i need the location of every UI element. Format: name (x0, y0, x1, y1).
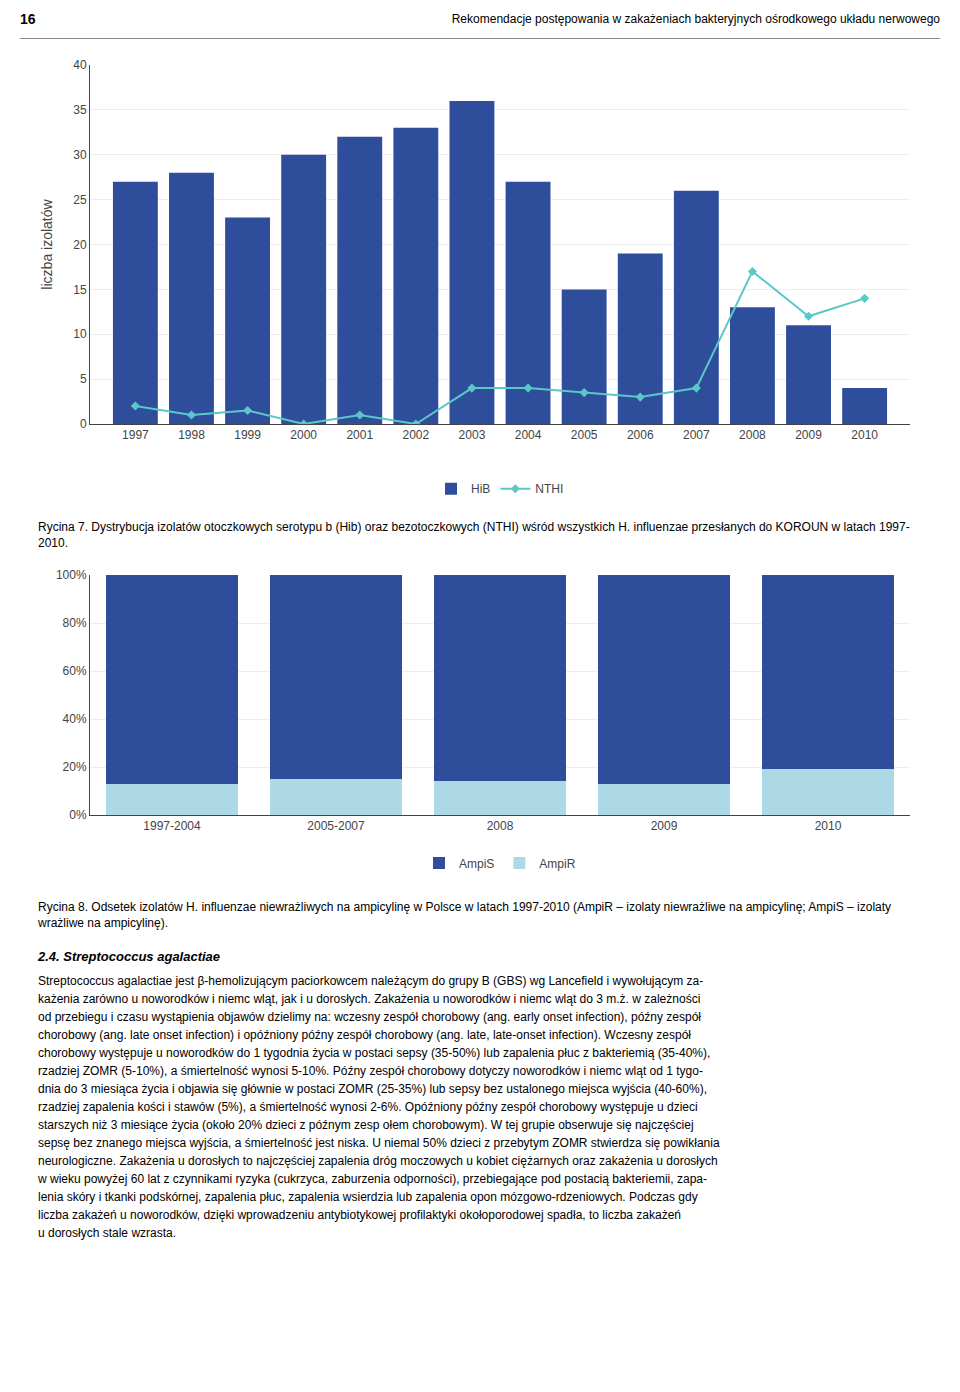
svg-text:2004: 2004 (515, 428, 542, 442)
svg-text:15: 15 (73, 283, 87, 297)
html-text:w wieku powyżej 60 lat z czynn: w wieku powyżej 60 lat z czynnikami ryzy… (38, 1172, 707, 1186)
html-text:sepsę bez znanego miejsca wyjś: sepsę bez znanego miejsca wyjścia, a śmi… (38, 1136, 720, 1150)
html-text:każenia zarówno u noworodków i: każenia zarówno u noworodków i niemc wlą… (38, 992, 701, 1006)
html-text:neurologiczne. Zakażenia u dor: neurologiczne. Zakażenia u dorosłych to … (38, 1154, 718, 1168)
svg-text:0: 0 (80, 417, 87, 431)
svg-text:1999: 1999 (234, 428, 261, 442)
svg-text:40%: 40% (63, 712, 87, 726)
html-text:starszych niż 3 miesiące życia: starszych niż 3 miesiące życia (około 20… (38, 1118, 694, 1132)
svg-text:2005: 2005 (571, 428, 598, 442)
svg-text:20%: 20% (63, 760, 87, 774)
svg-text:2006: 2006 (627, 428, 654, 442)
svg-text:30: 30 (73, 148, 87, 162)
html-text:Rycina 8. Odsetek izolatów H.: Rycina 8. Odsetek izolatów H. influenzae… (38, 900, 892, 930)
svg-text:35: 35 (73, 103, 87, 117)
svg-text:0%: 0% (69, 808, 87, 822)
svg-text:HiB: HiB (471, 482, 490, 496)
html-text:Rycina 7. Dystrybucja izolatów: Rycina 7. Dystrybucja izolatów otoczkowy… (38, 520, 910, 550)
svg-text:5: 5 (80, 372, 87, 386)
svg-text:2008: 2008 (739, 428, 766, 442)
svg-text:2000: 2000 (290, 428, 317, 442)
html-text:chorobowy (ang. late onset inf: chorobowy (ang. late onset infection) i … (38, 1028, 691, 1042)
svg-text:2010: 2010 (851, 428, 878, 442)
svg-text:2010: 2010 (815, 819, 842, 833)
html-text:2.4. Streptococcus agalactiae: 2.4. Streptococcus agalactiae (38, 949, 221, 964)
html-text:od przebiegu i czasu wystąpien: od przebiegu i czasu wystąpienia objawów… (38, 1010, 701, 1024)
svg-text:AmpiS: AmpiS (459, 857, 494, 871)
svg-text:25: 25 (73, 193, 87, 207)
svg-text:2003: 2003 (459, 428, 486, 442)
html-text:u dorosłych stale wzrasta.: u dorosłych stale wzrasta. (38, 1226, 177, 1240)
svg-text:2002: 2002 (403, 428, 430, 442)
svg-text:2008: 2008 (487, 819, 514, 833)
html-text:chorobowy występuje u noworodk: chorobowy występuje u noworodków do 1 ty… (38, 1046, 711, 1060)
svg-text:40: 40 (73, 58, 87, 72)
html-text:Rekomendacje postępowania w za: Rekomendacje postępowania w zakażeniach … (451, 12, 940, 26)
svg-text:20: 20 (73, 238, 87, 252)
html-text:dnia do 3 miesiąca życia i obj: dnia do 3 miesiąca życia i objawia się g… (38, 1082, 707, 1096)
svg-text:80%: 80% (63, 616, 87, 630)
html-text:lenia skóry i tkanki podskórne: lenia skóry i tkanki podskórnej, zapalen… (38, 1190, 698, 1204)
svg-text:1997-2004: 1997-2004 (143, 819, 201, 833)
svg-text:10: 10 (73, 327, 87, 341)
svg-text:2009: 2009 (795, 428, 822, 442)
svg-text:liczba izolatów: liczba izolatów (39, 198, 55, 289)
svg-text:2009: 2009 (651, 819, 678, 833)
svg-text:1998: 1998 (178, 428, 205, 442)
html-text:16: 16 (20, 11, 36, 27)
svg-text:NTHI: NTHI (535, 482, 563, 496)
html-text:rzadziej ZOMR (5-10%), a śmier: rzadziej ZOMR (5-10%), a śmiertelność wy… (38, 1064, 703, 1078)
svg-text:AmpiR: AmpiR (539, 857, 575, 871)
svg-text:100%: 100% (56, 568, 87, 582)
svg-text:1997: 1997 (122, 428, 149, 442)
svg-text:2001: 2001 (346, 428, 373, 442)
svg-text:2007: 2007 (683, 428, 710, 442)
html-text:rzadziej zapalenia kości i sta: rzadziej zapalenia kości i stawów (5%), … (38, 1100, 698, 1114)
html-text:Streptococcus agalactiae jest: Streptococcus agalactiae jest β-hemolizu… (38, 974, 704, 988)
svg-text:60%: 60% (63, 664, 87, 678)
svg-text:2005-2007: 2005-2007 (307, 819, 365, 833)
html-text:liczba zakażeń u noworodków, d: liczba zakażeń u noworodków, dzięki wpro… (38, 1208, 681, 1222)
